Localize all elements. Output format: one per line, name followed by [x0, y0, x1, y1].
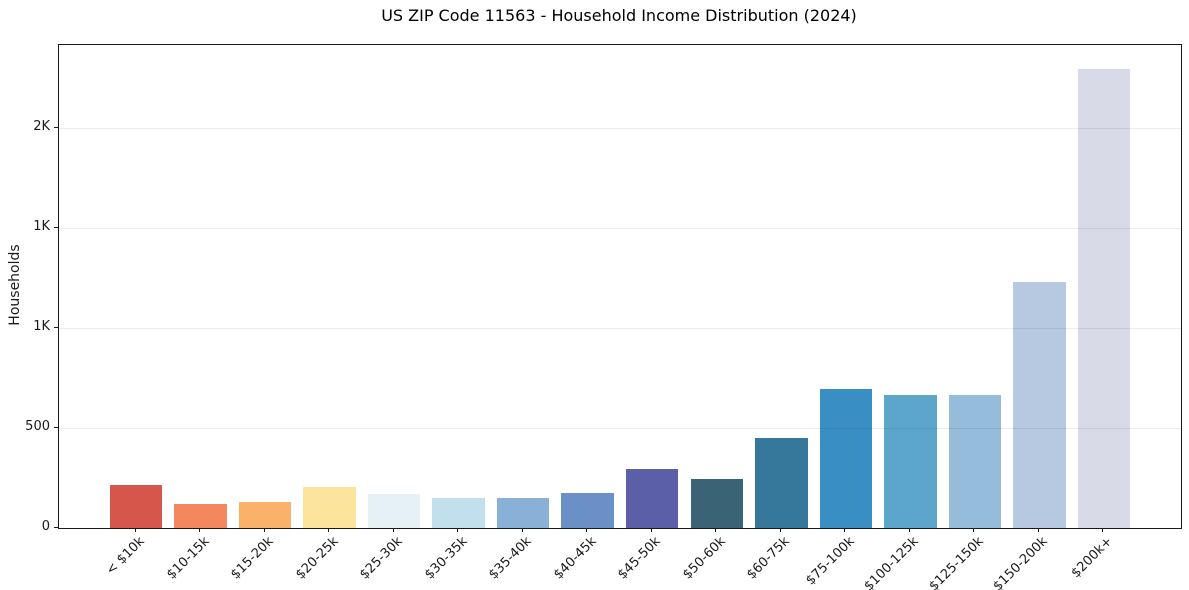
- bar-50-60k: [690, 478, 744, 528]
- gridline: [59, 327, 1181, 329]
- y-tick-label: 500: [25, 419, 50, 434]
- bar-200k: [1077, 68, 1131, 528]
- bar-60-75k: [755, 438, 808, 528]
- bar-10-15k: [174, 504, 227, 528]
- x-axis-tick: [586, 528, 588, 532]
- bar-10k: [109, 485, 163, 528]
- x-axis-tick: [457, 528, 459, 532]
- x-axis-tick: [392, 528, 394, 532]
- plot-area: [58, 44, 1182, 529]
- y-axis-tick: [54, 526, 58, 528]
- x-axis-tick: [650, 528, 652, 532]
- y-tick-label: 0: [41, 519, 50, 534]
- x-axis-tick: [844, 528, 846, 532]
- y-axis-tick: [54, 126, 58, 128]
- y-axis-tick: [54, 426, 58, 428]
- bar-30-35k: [432, 498, 485, 528]
- bar-20-25k: [303, 487, 356, 528]
- x-axis-tick: [973, 528, 975, 532]
- y-tick-label: 2K: [33, 119, 50, 134]
- bar-25-30k: [367, 493, 421, 528]
- x-axis-tick: [521, 528, 523, 532]
- x-axis-tick: [199, 528, 201, 532]
- bar-75-100k: [819, 389, 873, 528]
- x-axis-tick: [779, 528, 781, 532]
- x-axis-tick: [1037, 528, 1039, 532]
- gridline: [59, 427, 1181, 429]
- y-axis-label: Households: [7, 244, 23, 326]
- y-tick-label: 1K: [33, 319, 50, 334]
- bar-15-20k: [238, 501, 292, 528]
- y-axis-tick: [54, 326, 58, 328]
- x-axis-tick: [908, 528, 910, 532]
- bar-35-40k: [496, 497, 550, 528]
- chart-title: US ZIP Code 11563 - Household Income Dis…: [381, 6, 857, 25]
- bar-150-200k: [1013, 281, 1066, 528]
- x-axis-tick: [715, 528, 717, 532]
- x-axis-tick: [263, 528, 265, 532]
- y-axis-tick: [54, 226, 58, 228]
- bar-125-150k: [948, 395, 1002, 528]
- bar-45-50k: [625, 468, 679, 528]
- x-tick-label: < $10k: [103, 534, 148, 579]
- gridline: [59, 227, 1181, 229]
- y-tick-label: 1K: [33, 219, 50, 234]
- gridline: [59, 127, 1181, 129]
- bar-100-125k: [884, 394, 937, 528]
- x-axis-tick: [1102, 528, 1104, 532]
- bar-40-45k: [561, 492, 614, 528]
- x-axis-tick: [328, 528, 330, 532]
- x-axis-tick: [134, 528, 136, 532]
